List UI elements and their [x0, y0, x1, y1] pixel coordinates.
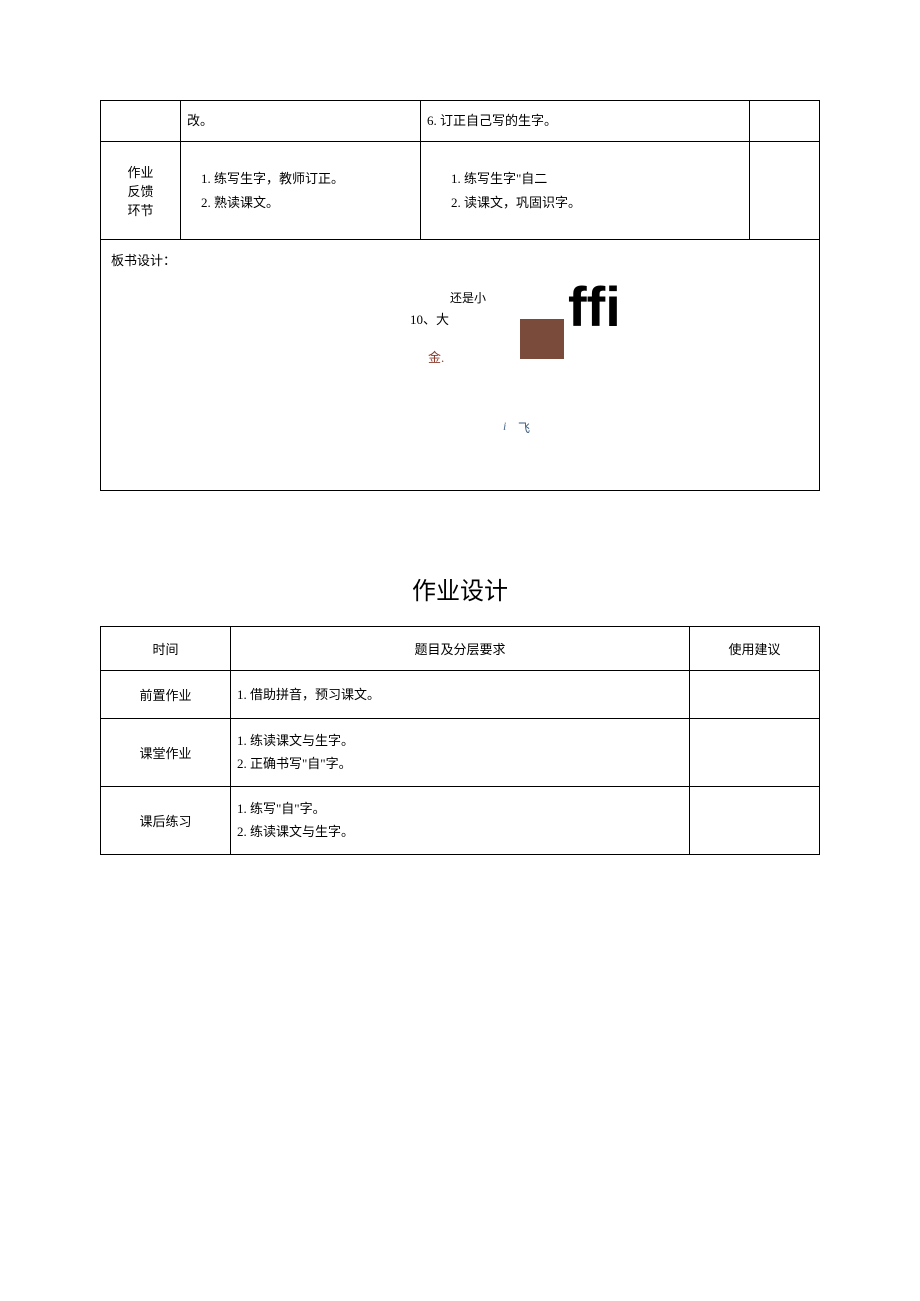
teacher-activity-cell: 改。 [181, 101, 421, 142]
lesson-plan-table: 改。 6. 订正自己写的生字。 作业 反馈 环节 1. 练写生字，教师订正。 2… [100, 100, 820, 491]
notes-cell [750, 101, 820, 142]
board-design-cell: 板书设计： 还是小 10、大 金. ffi i 飞 [101, 240, 820, 491]
cell-text: 6. 订正自己写的生字。 [427, 113, 557, 128]
board-content-area: 板书设计： 还是小 10、大 金. ffi i 飞 [111, 250, 809, 480]
teacher-homework-cell: 1. 练写生字，教师订正。 2. 熟读课文。 [181, 142, 421, 240]
student-activity-cell: 6. 订正自己写的生字。 [421, 101, 750, 142]
homework-section-title: 作业设计 [100, 571, 820, 606]
header-requirements: 题目及分层要求 [231, 627, 690, 671]
student-homework-cell: 1. 练写生字"自二 2. 读课文，巩固识字。 [421, 142, 750, 240]
ffi-text: ffi [568, 279, 621, 335]
label-line: 反馈 [109, 181, 172, 200]
list-item: 1. 练写生字，教师订正。 [201, 167, 414, 190]
header-suggestions: 使用建议 [690, 627, 820, 671]
row-label: 课堂作业 [101, 719, 231, 787]
homework-table: 时间 题目及分层要求 使用建议 前置作业 1. 借助拼音，预习课文。 课堂作业 … [100, 626, 820, 855]
board-text-haishi: 还是小 [450, 289, 486, 306]
board-text-jin: 金. [428, 347, 444, 366]
table-row: 课堂作业 1. 练读课文与生字。 2. 正确书写"自"字。 [101, 719, 820, 787]
cell-text: 改。 [187, 113, 213, 128]
row-content: 1. 借助拼音，预习课文。 [231, 671, 690, 719]
row-label: 课后练习 [101, 786, 231, 854]
list-item: 2. 正确书写"自"字。 [237, 752, 683, 775]
notes-cell [750, 142, 820, 240]
row-suggestion [690, 786, 820, 854]
empty-label-cell [101, 101, 181, 142]
board-text-i: i [503, 419, 506, 434]
board-title: 板书设计： [111, 250, 809, 269]
board-center-area: 还是小 10、大 金. ffi i 飞 [310, 279, 610, 459]
list-item: 2. 读课文，巩固识字。 [451, 191, 743, 214]
section-label-cell: 作业 反馈 环节 [101, 142, 181, 240]
list-item: 1. 练写生字"自二 [451, 167, 743, 190]
label-line: 环节 [109, 200, 172, 219]
header-time: 时间 [101, 627, 231, 671]
table-row: 改。 6. 订正自己写的生字。 [101, 101, 820, 142]
row-suggestion [690, 719, 820, 787]
label-line: 作业 [109, 162, 172, 181]
brown-square-icon [520, 319, 564, 359]
table-header-row: 时间 题目及分层要求 使用建议 [101, 627, 820, 671]
list-item: 2. 熟读课文。 [201, 191, 414, 214]
list-item: 1. 练写"自"字。 [237, 797, 683, 820]
board-design-row: 板书设计： 还是小 10、大 金. ffi i 飞 [101, 240, 820, 491]
table-row: 课后练习 1. 练写"自"字。 2. 练读课文与生字。 [101, 786, 820, 854]
board-text-number: 10、大 [410, 309, 449, 328]
row-content: 1. 练读课文与生字。 2. 正确书写"自"字。 [231, 719, 690, 787]
row-content: 1. 练写"自"字。 2. 练读课文与生字。 [231, 786, 690, 854]
row-suggestion [690, 671, 820, 719]
list-item: 1. 练读课文与生字。 [237, 729, 683, 752]
list-item: 1. 借助拼音，预习课文。 [237, 687, 380, 702]
row-label: 前置作业 [101, 671, 231, 719]
table-row: 作业 反馈 环节 1. 练写生字，教师订正。 2. 熟读课文。 1. 练写生字"… [101, 142, 820, 240]
board-text-fei: 飞 [518, 419, 530, 436]
table-row: 前置作业 1. 借助拼音，预习课文。 [101, 671, 820, 719]
list-item: 2. 练读课文与生字。 [237, 820, 683, 843]
